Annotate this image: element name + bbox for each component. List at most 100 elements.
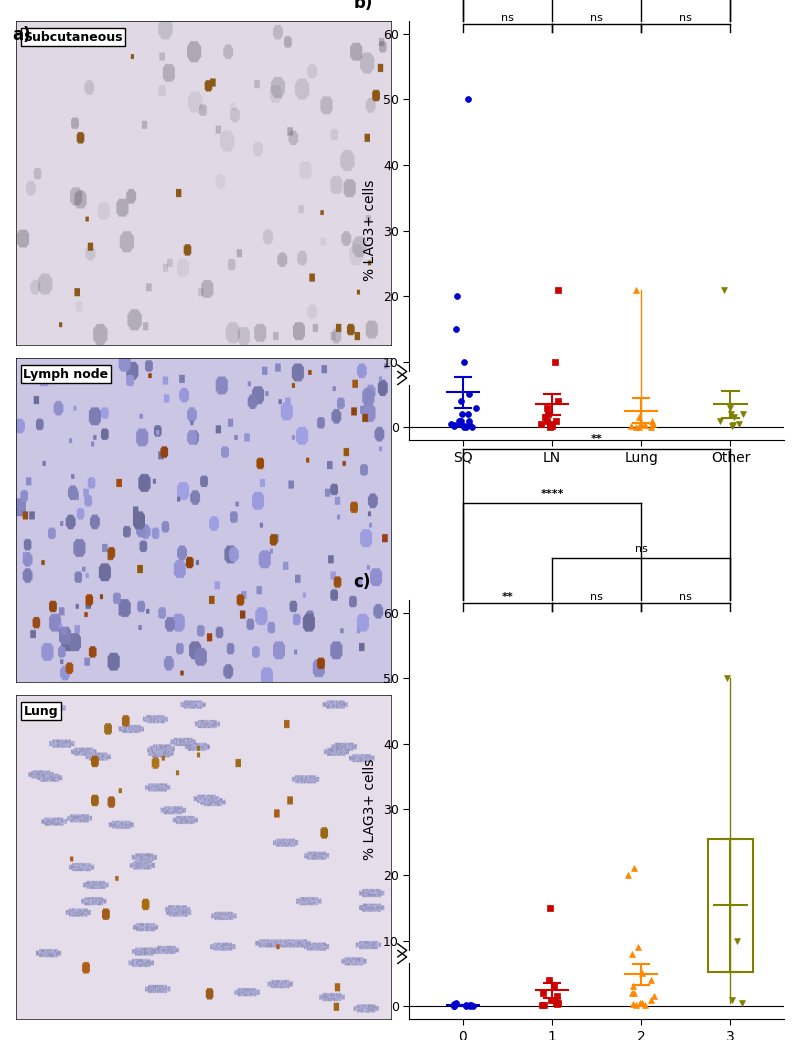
Text: ns: ns — [501, 12, 514, 23]
Point — [726, 417, 738, 434]
Point — [460, 418, 473, 435]
Point — [465, 997, 478, 1014]
Point — [467, 997, 480, 1014]
Point — [628, 860, 641, 877]
Point — [464, 996, 477, 1013]
Point — [542, 971, 555, 988]
Point — [541, 399, 554, 416]
Point — [646, 416, 659, 433]
Point — [458, 418, 470, 435]
Point — [633, 409, 646, 425]
Point — [720, 670, 733, 686]
Point — [450, 994, 462, 1011]
Text: c): c) — [353, 573, 370, 592]
Point — [627, 985, 640, 1002]
Text: a): a) — [12, 26, 30, 44]
Text: **: ** — [502, 592, 514, 602]
Point — [544, 418, 557, 435]
Text: Lung: Lung — [23, 705, 58, 718]
Point — [452, 412, 465, 428]
Point — [462, 92, 474, 108]
Point — [447, 997, 460, 1014]
Point — [445, 416, 458, 433]
Point — [544, 417, 557, 434]
Point — [454, 416, 466, 433]
Point — [627, 978, 640, 994]
Point — [552, 281, 565, 297]
Point — [448, 417, 461, 434]
Point — [633, 994, 646, 1011]
Point — [450, 288, 463, 305]
Text: ns: ns — [590, 12, 603, 23]
Point — [626, 996, 639, 1013]
Point — [646, 412, 658, 428]
Point — [448, 997, 461, 1014]
Text: Lymph node: Lymph node — [23, 368, 109, 381]
Text: Subcutaneous: Subcutaneous — [23, 30, 123, 44]
Point — [635, 416, 648, 433]
Point — [545, 991, 558, 1008]
Point — [463, 416, 476, 433]
Point — [458, 354, 470, 370]
Point — [630, 996, 642, 1013]
Point — [645, 419, 658, 436]
Point — [550, 988, 563, 1005]
Point — [737, 406, 750, 422]
Point — [462, 412, 475, 428]
Text: ns: ns — [679, 12, 692, 23]
Point — [726, 991, 738, 1008]
Point — [454, 393, 467, 410]
Point — [447, 996, 460, 1013]
Bar — [708, 838, 753, 972]
Point — [546, 417, 558, 434]
Text: **: ** — [591, 435, 602, 444]
Point — [456, 406, 469, 422]
Point — [547, 991, 560, 1008]
Text: ns: ns — [590, 592, 603, 602]
Point — [633, 418, 646, 435]
Point — [550, 994, 562, 1011]
Point — [455, 412, 468, 428]
Point — [636, 965, 649, 982]
Point — [460, 997, 473, 1014]
Text: b): b) — [353, 0, 373, 12]
Point — [459, 997, 472, 1014]
Point — [638, 997, 651, 1014]
Point — [544, 900, 557, 916]
Point — [626, 945, 638, 962]
Point — [536, 985, 549, 1002]
Point — [645, 991, 658, 1008]
Point — [462, 406, 474, 422]
Point — [449, 320, 462, 337]
Point — [466, 419, 478, 436]
Point — [636, 994, 649, 1011]
Point — [542, 406, 554, 422]
Point — [537, 996, 550, 1013]
Point — [549, 354, 562, 370]
Point — [645, 971, 658, 988]
Point — [552, 994, 565, 1011]
Point — [736, 994, 749, 1011]
Point — [548, 978, 561, 994]
Point — [544, 416, 557, 433]
Point — [535, 997, 548, 1014]
Point — [625, 985, 638, 1002]
Point — [727, 417, 740, 434]
Point — [462, 386, 475, 402]
Point — [534, 416, 547, 433]
Point — [538, 409, 551, 425]
Point — [625, 417, 638, 434]
Point — [552, 393, 565, 410]
Point — [725, 406, 738, 422]
Text: ****: **** — [540, 489, 564, 499]
Point — [718, 281, 730, 297]
Point — [714, 412, 726, 428]
Y-axis label: % LAG3+ cells: % LAG3+ cells — [363, 180, 378, 281]
Point — [724, 399, 737, 416]
Y-axis label: % LAG3+ cells: % LAG3+ cells — [363, 759, 378, 860]
Text: ns: ns — [679, 592, 692, 602]
Text: ns: ns — [635, 544, 648, 553]
Point — [647, 988, 660, 1005]
Point — [470, 399, 482, 416]
Point — [622, 866, 634, 883]
